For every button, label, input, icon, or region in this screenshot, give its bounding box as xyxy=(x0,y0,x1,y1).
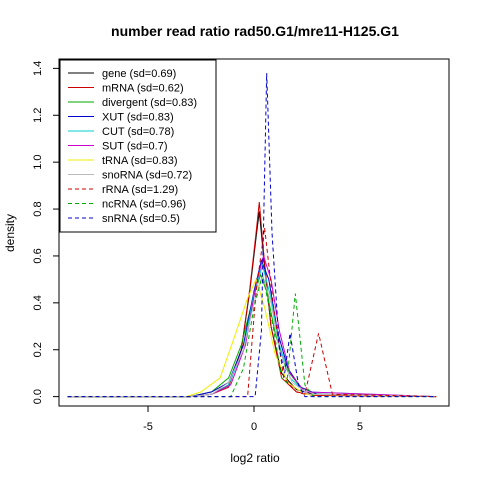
x-axis: -5 0 5 xyxy=(143,405,363,433)
legend-label: mRNA (sd=0.62) xyxy=(102,83,184,95)
legend-label: XUT (sd=0.83) xyxy=(102,112,174,124)
x-tick-label: 5 xyxy=(357,421,363,433)
series-line-4 xyxy=(67,263,437,398)
legend-label: snoRNA (sd=0.72) xyxy=(102,170,192,182)
x-axis-label: log2 ratio xyxy=(230,451,280,465)
legend-label: gene (sd=0.69) xyxy=(102,68,176,80)
series-line-9 xyxy=(67,274,437,398)
y-tick-label: 1.4 xyxy=(32,61,44,76)
legend-label: divergent (sd=0.83) xyxy=(102,97,197,109)
y-tick-label: 0.6 xyxy=(32,248,44,263)
series-line-10 xyxy=(67,73,437,398)
y-tick-label: 1.2 xyxy=(32,108,44,123)
y-tick-label: 0.8 xyxy=(32,201,44,216)
x-tick-label: -5 xyxy=(143,421,153,433)
y-tick-label: 1.0 xyxy=(32,155,44,170)
legend: gene (sd=0.69) mRNA (sd=0.62) divergent (s… xyxy=(59,59,217,233)
y-tick-label: 0.4 xyxy=(32,295,44,310)
legend-label: rRNA (sd=1.29) xyxy=(102,184,178,196)
series-line-7 xyxy=(67,272,437,398)
series-line-8 xyxy=(67,227,437,398)
legend-label: snRNA (sd=0.5) xyxy=(102,213,180,225)
legend-label: tRNA (sd=0.83) xyxy=(102,155,178,167)
y-axis: 0.0 0.2 0.4 0.6 0.8 1.0 1.2 1.4 xyxy=(32,61,60,404)
series-line-3 xyxy=(67,258,437,398)
legend-label: ncRNA (sd=0.96) xyxy=(102,199,186,211)
legend-label: SUT (sd=0.7) xyxy=(102,141,168,153)
series-layer xyxy=(67,73,437,398)
series-line-2 xyxy=(67,273,437,398)
y-axis-label: density xyxy=(3,214,17,252)
series-line-6 xyxy=(67,277,437,398)
legend-label: CUT (sd=0.78) xyxy=(102,126,174,138)
y-tick-label: 0.2 xyxy=(32,342,44,357)
chart-title: number read ratio rad50.G1/mre11-H125.G1 xyxy=(111,23,399,39)
x-tick-label: 0 xyxy=(251,421,257,433)
y-tick-label: 0.0 xyxy=(32,389,44,404)
